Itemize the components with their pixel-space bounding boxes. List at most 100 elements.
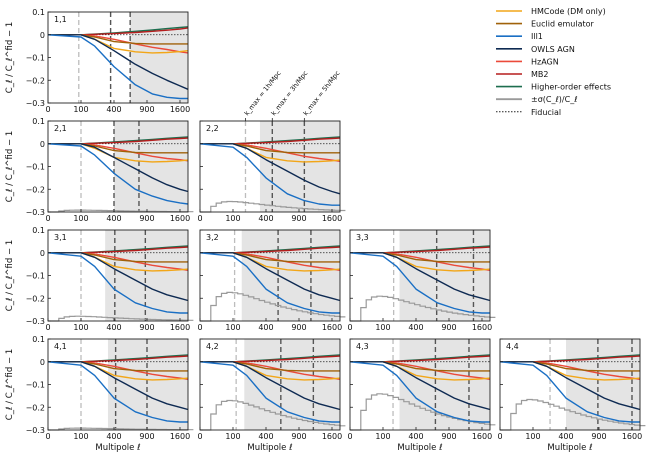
x-tick-label: 1600 bbox=[322, 323, 342, 332]
series-owls bbox=[200, 143, 341, 195]
x-tick-label: 900 bbox=[441, 323, 456, 332]
series-euclid bbox=[48, 361, 188, 372]
x-axis-label: Multipole ℓ bbox=[95, 443, 140, 453]
series-ill bbox=[47, 34, 188, 100]
x-axis-label: Multipole ℓ bbox=[547, 443, 592, 453]
x-tick-label: 1600 bbox=[170, 323, 190, 332]
series-ill bbox=[199, 361, 340, 423]
x-tick-label: 900 bbox=[139, 105, 154, 114]
x-tick-label: 400 bbox=[258, 323, 273, 332]
sigma-step-series bbox=[48, 315, 194, 322]
y-tick-label: −0.2 bbox=[26, 185, 45, 194]
sigma-step-series bbox=[48, 427, 194, 431]
x-tick-label: 100 bbox=[73, 214, 88, 223]
y-axis-label: C_ℓ / C_ℓ^fid − 1 bbox=[5, 240, 15, 311]
y-tick-label: 0.1 bbox=[32, 226, 45, 235]
x-tick-label: 1600 bbox=[322, 214, 342, 223]
legend-label-fiducial: Fiducial bbox=[531, 108, 561, 117]
x-tick-label: 0 bbox=[197, 432, 202, 441]
series-euclid bbox=[200, 252, 340, 263]
x-tick-label: 400 bbox=[558, 432, 573, 441]
x-tick-label: 100 bbox=[73, 432, 88, 441]
excluded-region bbox=[105, 230, 188, 321]
x-tick-label: 0 bbox=[45, 214, 50, 223]
x-tick-label: 1600 bbox=[170, 214, 190, 223]
x-tick-label: 1600 bbox=[472, 323, 492, 332]
legend-label-ill: Ill1 bbox=[531, 32, 543, 41]
x-tick-label: 100 bbox=[225, 432, 240, 441]
series-euclid bbox=[200, 143, 340, 154]
series-owls bbox=[48, 143, 189, 193]
sigma-step-series bbox=[48, 209, 194, 213]
series-ill bbox=[47, 361, 188, 423]
panel-label: 4,4 bbox=[506, 342, 519, 351]
panel-4-2: 4,2 0 100 400 900 1600 Multipole ℓ bbox=[197, 338, 346, 453]
series-owls bbox=[200, 252, 341, 302]
x-tick-label: 1600 bbox=[622, 432, 642, 441]
legend-label-sigma: ±σ(C_ℓ)/C_ℓ bbox=[531, 95, 578, 104]
x-axis-label: Multipole ℓ bbox=[397, 443, 442, 453]
series-owls bbox=[350, 252, 491, 302]
y-tick-label: −0.1 bbox=[26, 163, 45, 172]
y-tick-label: −0.3 bbox=[26, 317, 45, 326]
panel-label: 3,2 bbox=[206, 233, 219, 242]
y-axis-label: C_ℓ / C_ℓ^fid − 1 bbox=[5, 349, 15, 420]
y-tick-label: 0 bbox=[40, 249, 45, 258]
x-tick-label: 900 bbox=[139, 323, 154, 332]
x-tick-label: 0 bbox=[197, 323, 202, 332]
sigma-step-series bbox=[200, 291, 346, 322]
legend-label-owls: OWLS AGN bbox=[531, 45, 575, 54]
series-euclid bbox=[200, 361, 340, 372]
series-ill bbox=[199, 252, 340, 314]
panel-label: 4,1 bbox=[54, 342, 67, 351]
x-tick-label: 1600 bbox=[472, 432, 492, 441]
x-tick-label: 400 bbox=[106, 323, 121, 332]
panel-label: 2,2 bbox=[206, 124, 219, 133]
series-euclid bbox=[500, 361, 640, 372]
sigma-step-series bbox=[200, 399, 346, 431]
y-tick-label: 0 bbox=[40, 358, 45, 367]
panel-4-3: 4,3 0 100 400 900 1600 Multipole ℓ bbox=[347, 338, 496, 453]
excluded-region bbox=[113, 121, 188, 212]
x-tick-label: 900 bbox=[139, 214, 154, 223]
y-tick-label: −0.1 bbox=[26, 381, 45, 390]
y-tick-label: −0.2 bbox=[26, 294, 45, 303]
series-euclid bbox=[350, 252, 490, 263]
legend-label-hoe: Higher-order effects bbox=[531, 83, 611, 92]
excluded-region bbox=[399, 230, 490, 321]
series-euclid bbox=[350, 361, 490, 372]
y-tick-label: 0.1 bbox=[32, 335, 45, 344]
x-tick-label: 0 bbox=[197, 214, 202, 223]
y-tick-label: −0.3 bbox=[26, 426, 45, 435]
x-tick-label: 0 bbox=[45, 105, 50, 114]
excluded-region bbox=[130, 12, 188, 103]
x-tick-label: 400 bbox=[408, 323, 423, 332]
x-tick-label: 400 bbox=[408, 432, 423, 441]
x-tick-label: 0 bbox=[347, 432, 352, 441]
panel-label: 4,3 bbox=[356, 342, 369, 351]
series-euclid bbox=[48, 252, 188, 263]
x-tick-label: 100 bbox=[225, 214, 240, 223]
series-owls bbox=[500, 361, 641, 411]
y-axis-label: C_ℓ / C_ℓ^fid − 1 bbox=[5, 131, 15, 202]
x-tick-label: 100 bbox=[525, 432, 540, 441]
y-tick-label: −0.2 bbox=[26, 76, 45, 85]
excluded-region bbox=[399, 339, 490, 430]
series-owls bbox=[200, 361, 341, 411]
excluded-region bbox=[244, 339, 340, 430]
series-ill bbox=[199, 143, 340, 206]
excluded-region bbox=[259, 121, 340, 212]
x-tick-label: 900 bbox=[291, 432, 306, 441]
series-ill bbox=[47, 143, 189, 205]
x-tick-label: 1600 bbox=[170, 432, 190, 441]
x-tick-label: 100 bbox=[73, 323, 88, 332]
panel-4-4: 4,4 0 100 400 900 1600 Multipole ℓ bbox=[497, 338, 646, 453]
x-tick-label: 900 bbox=[591, 432, 606, 441]
y-tick-label: 0 bbox=[40, 31, 45, 40]
sigma-step-series bbox=[200, 200, 346, 213]
excluded-region bbox=[107, 339, 188, 430]
